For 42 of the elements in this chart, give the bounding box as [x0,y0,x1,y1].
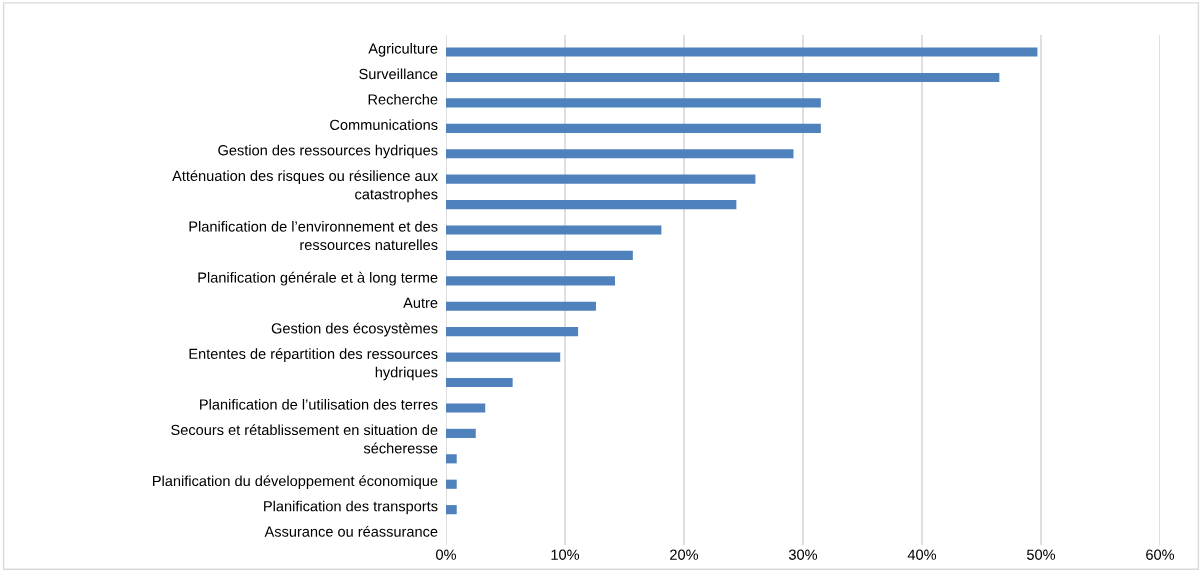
y-tick-label: Surveillance [359,68,438,80]
x-tick-label: 0% [436,549,457,560]
bar [446,72,1000,83]
y-tick-label: Autre [403,297,438,308]
y-tick-label: Ententes de répartition des ressources hydriques [189,348,438,381]
bar [446,505,457,515]
bar [446,250,633,260]
x-tick-label: 60% [1146,549,1175,560]
y-tick-label: Planification du développement économique [153,475,438,489]
x-tick-label: 40% [907,549,937,560]
bar [446,225,662,235]
bar [446,454,457,464]
y-tick-label: Planification de l’environnement et des ressources naturelles [189,221,438,251]
bar [446,301,596,311]
bar [446,98,821,108]
y-tick-label: Gestion des écosystèmes [271,322,438,337]
x-tick-label: 20% [670,549,699,560]
y-tick-label: Communications [330,119,438,131]
bar [446,479,457,489]
x-tick-label: 10% [551,549,580,560]
x-tick-label: 50% [1026,549,1056,560]
y-tick-label: Secours et rétablissement en situation de sécheresse [171,424,438,454]
y-tick-label: Planification générale et à long terme [198,271,438,286]
y-tick-label: Agriculture [368,43,438,57]
bar [446,47,1038,57]
bar [446,200,737,210]
bar [446,403,486,413]
bar [446,352,561,362]
bar [446,428,476,438]
bar [446,123,821,133]
y-tick-label: Planification de l’utilisation des terres [200,398,438,410]
y-tick-label: Assurance ou réassurance [264,525,438,537]
bar [446,377,513,388]
y-tick-label: Planification des transports [264,500,438,515]
y-tick-label: Recherche [368,93,438,105]
y-tick-label: Atténuation des risques ou résilience aux catastrophes [172,170,438,203]
bar [446,276,615,286]
y-tick-label: Gestion des ressources hydriques [218,144,438,159]
bar [446,327,579,337]
bar [446,149,794,159]
bar [446,174,756,184]
x-tick-label: 30% [788,549,818,560]
